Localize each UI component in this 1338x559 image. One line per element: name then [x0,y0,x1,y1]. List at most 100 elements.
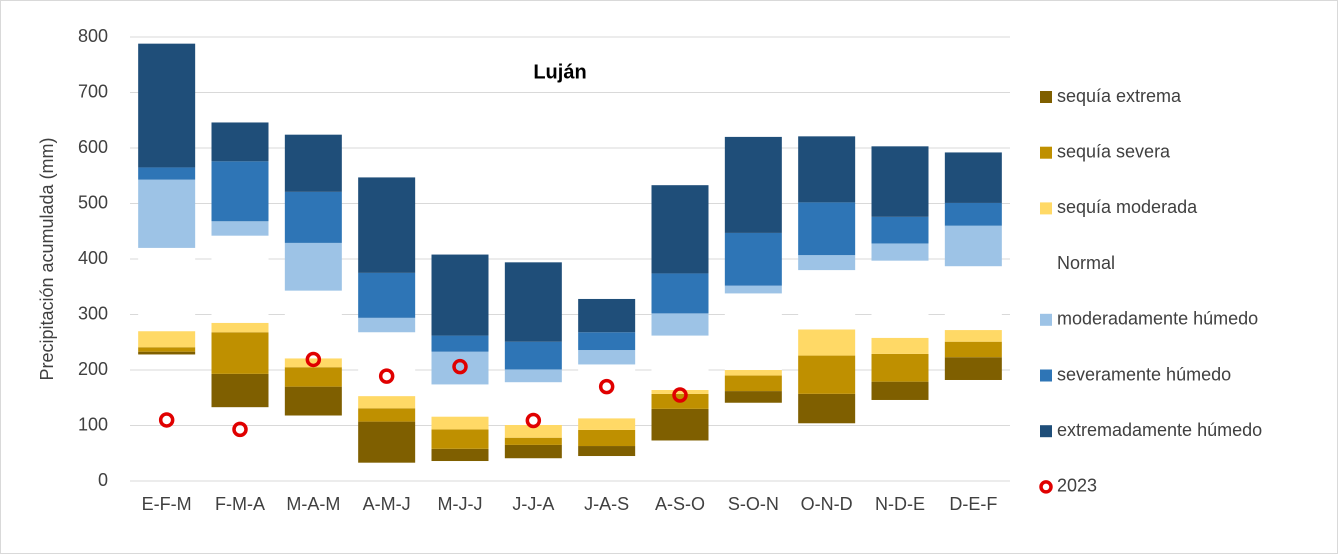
legend-swatch [1040,146,1052,159]
bar-segment [578,429,636,447]
bar-segment [504,341,562,370]
bar-segment [358,177,416,273]
bar-segment [358,272,416,318]
y-tick-label: 500 [78,192,108,212]
bar-segment [211,322,269,333]
bar-segment [724,285,782,294]
bar-segment [724,375,782,392]
bar-segment [504,262,562,342]
bar-segment [651,313,709,336]
point-2023 [158,412,175,428]
legend-swatch [1040,313,1052,326]
bar-segment [871,381,929,400]
x-tick-label: M-A-M [286,494,340,514]
y-axis-title: Precipitación acumulada (mm) [37,137,57,380]
legend-swatch [1040,202,1052,215]
bar-segment [578,418,636,430]
point-2023 [378,368,395,384]
bar-segment [358,332,416,397]
bar-segment [138,247,196,332]
point-2023 [232,421,248,438]
bar-segment [871,243,929,261]
x-tick-label: N-D-E [875,494,925,514]
y-tick-label: 600 [78,137,108,157]
bar-segment [431,429,489,449]
bar-segment [944,202,1002,226]
bar-segment [138,43,196,168]
bar-segment [504,437,562,445]
bar-segment [211,161,269,222]
bar-segment [798,393,856,424]
bar-segment [798,355,856,394]
legend-label: sequía extrema [1057,86,1182,106]
bar-segment [944,225,1002,267]
bar-segment [138,179,196,248]
bar-segment [944,152,1002,203]
bar-segment [724,370,782,376]
y-tick-label: 700 [78,81,108,101]
x-tick-label: E-F-M [142,494,192,514]
legend-label: Normal [1057,253,1115,273]
bar-segment [578,298,636,333]
bar-segment [504,369,562,383]
bar-segment [431,448,489,462]
bar-segment [724,293,782,370]
bar-segment [431,384,489,417]
bar-segment [871,260,929,338]
bar-segment [284,191,342,243]
bar-segment [798,136,856,203]
bar-segment [871,216,929,244]
y-tick-label: 400 [78,248,108,268]
bar-segment [284,290,342,359]
bar-segment [284,386,342,416]
bar-segment [504,444,562,459]
bar-segment [944,341,1002,358]
bar-segment [138,351,196,355]
y-tick-label: 800 [78,26,108,46]
x-tick-label: A-S-O [655,494,705,514]
bar-segment [504,424,562,438]
legend-swatch [1039,480,1053,494]
legend-label: sequía severa [1057,141,1171,161]
legend-label: sequía moderada [1057,197,1198,217]
bar-segment [651,408,709,441]
bar-segment [284,242,342,291]
x-tick-label: O-N-D [801,494,853,514]
bar-segment [724,136,782,233]
bar-segment [284,134,342,192]
bar-segment [211,373,269,408]
x-tick-label: F-M-A [215,494,265,514]
bar-segment [431,351,489,385]
bar-segment [358,317,416,333]
legend-label: moderadamente húmedo [1057,309,1258,329]
bar-segment [431,335,489,352]
x-tick-label: A-M-J [363,494,411,514]
y-tick-label: 0 [98,470,108,490]
bar-segment [724,232,782,286]
bar-segment [358,421,416,463]
point-2023 [305,351,322,368]
chart-title: Luján [533,61,586,83]
point-2023 [672,387,688,403]
bar-segment [798,202,856,256]
x-tick-label: S-O-N [728,494,779,514]
point-2023 [452,358,468,375]
y-tick-label: 200 [78,359,108,379]
bar-segment [578,350,636,365]
x-tick-label: M-J-J [438,494,483,514]
bar-segment [651,185,709,274]
bar-segment [651,389,709,394]
bar-segment [284,358,342,368]
legend-swatch [1040,369,1052,382]
legend-swatch [1040,258,1052,271]
bar-segment [651,273,709,314]
bar-segment [211,221,269,236]
bar-segment [431,254,489,336]
bar-segment [944,357,1002,380]
point-2023 [525,412,542,429]
legend-swatch [1040,425,1052,438]
point-2023 [598,378,615,395]
bar-segment [871,337,929,354]
